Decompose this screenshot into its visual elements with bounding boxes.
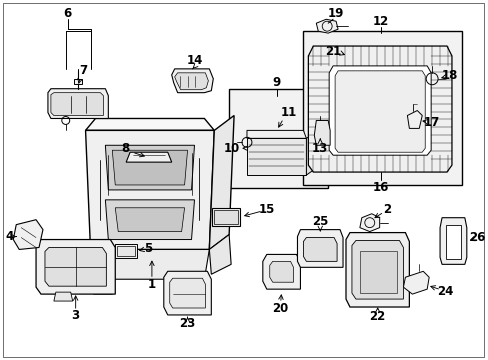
Polygon shape (54, 292, 73, 301)
Bar (74, 79, 81, 84)
Polygon shape (314, 121, 329, 145)
Polygon shape (126, 152, 171, 162)
Polygon shape (105, 145, 194, 190)
Polygon shape (85, 130, 214, 249)
Text: 1: 1 (147, 278, 156, 291)
Polygon shape (359, 214, 379, 231)
Polygon shape (105, 200, 194, 239)
Text: 4: 4 (5, 230, 13, 243)
Text: 22: 22 (369, 310, 385, 323)
Bar (359, 251, 397, 293)
Polygon shape (306, 132, 316, 175)
Polygon shape (269, 261, 293, 282)
Text: 6: 6 (63, 7, 72, 20)
Polygon shape (316, 19, 337, 33)
Text: 20: 20 (272, 302, 288, 315)
Text: 18: 18 (441, 69, 457, 82)
Text: 2: 2 (383, 203, 391, 216)
Polygon shape (209, 235, 231, 274)
Text: 3: 3 (71, 310, 80, 323)
Text: 25: 25 (311, 215, 328, 228)
Polygon shape (334, 71, 425, 152)
Polygon shape (439, 218, 466, 264)
Polygon shape (13, 220, 43, 249)
Polygon shape (328, 66, 430, 155)
Text: 5: 5 (143, 242, 152, 255)
Bar (214, 210, 238, 224)
Polygon shape (48, 89, 108, 118)
Polygon shape (246, 138, 306, 175)
Polygon shape (169, 278, 205, 308)
Text: 13: 13 (311, 142, 328, 155)
Polygon shape (115, 208, 184, 231)
Polygon shape (90, 249, 209, 279)
Text: 24: 24 (436, 285, 452, 298)
Polygon shape (36, 239, 115, 294)
Polygon shape (346, 233, 408, 307)
Polygon shape (297, 230, 342, 267)
Circle shape (350, 51, 360, 61)
Bar (212, 208, 240, 226)
Text: 7: 7 (80, 64, 87, 77)
Text: 14: 14 (186, 54, 202, 67)
Text: 19: 19 (327, 7, 344, 20)
Polygon shape (112, 150, 187, 185)
Bar (117, 247, 135, 256)
Polygon shape (303, 238, 336, 261)
Circle shape (346, 47, 364, 65)
Polygon shape (262, 255, 300, 289)
Polygon shape (51, 93, 103, 116)
Polygon shape (174, 73, 208, 90)
Bar (303, 31, 461, 185)
Polygon shape (187, 279, 206, 294)
Text: 26: 26 (468, 231, 485, 244)
Bar (229, 89, 327, 188)
Polygon shape (171, 69, 213, 93)
Text: 10: 10 (224, 142, 240, 155)
Polygon shape (93, 279, 112, 294)
Text: 11: 11 (280, 106, 296, 119)
Text: 15: 15 (258, 203, 274, 216)
Polygon shape (209, 116, 234, 249)
Bar (445, 225, 460, 260)
Polygon shape (45, 247, 106, 286)
Bar (115, 244, 137, 258)
Text: 16: 16 (372, 181, 388, 194)
Polygon shape (351, 240, 403, 299)
Polygon shape (407, 111, 421, 129)
Text: 8: 8 (121, 142, 129, 155)
Polygon shape (163, 271, 211, 315)
Text: 23: 23 (179, 318, 195, 330)
Polygon shape (246, 130, 306, 138)
Polygon shape (308, 46, 451, 172)
Polygon shape (85, 118, 214, 130)
Text: 17: 17 (423, 116, 439, 129)
Text: 12: 12 (372, 15, 388, 28)
Text: 21: 21 (325, 45, 341, 58)
Polygon shape (403, 271, 428, 294)
Text: 9: 9 (272, 76, 280, 89)
